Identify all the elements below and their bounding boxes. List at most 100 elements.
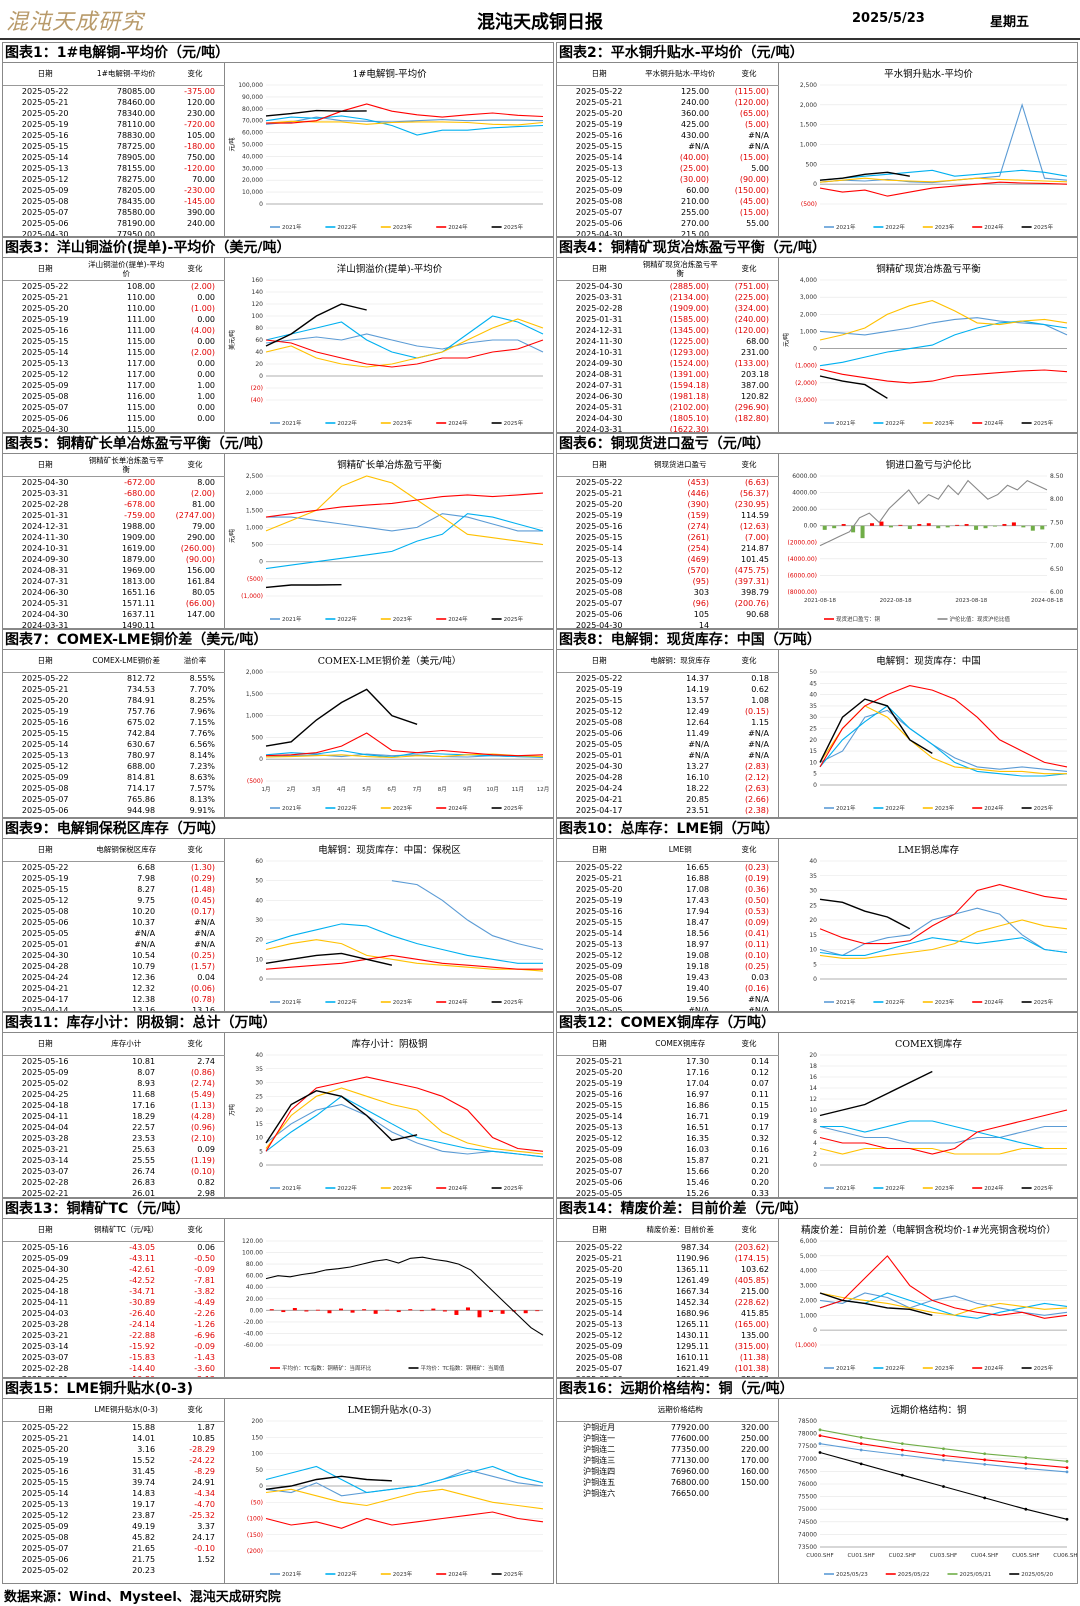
table-row: 2025-05-12 78275.00 70.00 bbox=[3, 174, 225, 185]
table-cell: (397.31) bbox=[734, 576, 769, 586]
table-row: 2025-04-25 -42.52 -7.81 bbox=[3, 1275, 225, 1286]
y-tick-label: 75500 bbox=[798, 1494, 817, 1501]
table-cell: 25.63 bbox=[132, 1144, 156, 1154]
table-cell: 987.34 bbox=[681, 1242, 710, 1252]
table-cell: 2025-05-22 bbox=[21, 862, 69, 872]
table-row: 2025-05-14 (254) 214.87 bbox=[557, 543, 779, 554]
table-cell: 16.35 bbox=[686, 1133, 710, 1143]
table-cell: 17.16 bbox=[132, 1100, 156, 1110]
table-cell: 2025-04-21 bbox=[575, 794, 623, 804]
table-cell: 2025-04-30 bbox=[21, 477, 69, 487]
panel-title: 图表8：电解铜：现货库存：中国（万吨） bbox=[557, 630, 1077, 650]
bar-mark bbox=[419, 1310, 424, 1312]
table-cell: 7.76% bbox=[189, 728, 215, 738]
table-cell: 114.59 bbox=[741, 510, 769, 520]
panel-title: 图表1：1#电解铜-平均价（元/吨） bbox=[3, 43, 553, 63]
y-tick-label: 16 bbox=[809, 1074, 817, 1081]
table-cell: 2025-05-15 bbox=[575, 917, 623, 927]
series-line-5 bbox=[819, 171, 910, 181]
series-line-4 bbox=[819, 1109, 1068, 1155]
y-tick-label: (3,000) bbox=[795, 397, 817, 404]
table-cell: 18.56 bbox=[686, 928, 710, 938]
table-cell: 2.74 bbox=[197, 1056, 215, 1066]
bar-mark bbox=[841, 524, 846, 526]
table-cell: (230.95) bbox=[734, 499, 769, 509]
legend-entry: 2025/05/22 bbox=[898, 1572, 930, 1578]
table-cell: (2.74) bbox=[190, 1078, 215, 1088]
table-cell: 15.26 bbox=[686, 1188, 710, 1198]
table-row: 2025-05-22 16.65 (0.23) bbox=[557, 861, 779, 873]
table-cell: -0.09 bbox=[194, 1341, 215, 1351]
y-tick-label: 0 bbox=[259, 559, 263, 566]
table-cell: 110.00 bbox=[127, 292, 156, 302]
table-cell: (90.00) bbox=[739, 174, 769, 184]
table-row: 2025-05-19 (159) 114.59 bbox=[557, 510, 779, 521]
bar-mark bbox=[1002, 524, 1007, 526]
legend-entry: 2024年 bbox=[448, 1184, 468, 1192]
legend-entry: 2021年 bbox=[836, 1364, 856, 1372]
table-cell: 2025-05-20 bbox=[575, 1264, 623, 1274]
table-cell: 1619.00 bbox=[121, 543, 156, 553]
table-row: 2025-05-09 60.00 (150.00) bbox=[557, 185, 779, 196]
table-row: 2025-05-06 19.56 #N/A bbox=[557, 994, 779, 1005]
bar-mark bbox=[385, 1309, 390, 1311]
y-tick-label: 12 bbox=[809, 1096, 817, 1103]
table-cell: 2025-05-08 bbox=[575, 1352, 623, 1362]
bar-mark bbox=[535, 1310, 540, 1312]
table-cell: 17.43 bbox=[686, 895, 710, 905]
legend-entry: 2022年 bbox=[885, 804, 905, 812]
y-tick-label: 1,500 bbox=[246, 507, 263, 514]
series-line-3 bbox=[819, 919, 1068, 959]
table-cell: 2025-05-09 bbox=[575, 576, 623, 586]
table-header: 日期 bbox=[3, 1219, 88, 1242]
table-header: 变化 bbox=[719, 454, 779, 477]
table-cell: 0.06 bbox=[197, 1242, 215, 1252]
table-cell: 2025-05-15 bbox=[575, 532, 623, 542]
table-cell: (120.00) bbox=[734, 97, 769, 107]
table-cell: 19.17 bbox=[132, 1499, 156, 1509]
table-cell: -3.60 bbox=[194, 1363, 215, 1373]
table-cell: 1.15 bbox=[751, 717, 769, 727]
table-header: 洋山铜溢价(提单)-平均价 bbox=[87, 258, 166, 281]
table-cell: 115.00 bbox=[127, 413, 156, 423]
table-row: 2025-05-12 9.75 (0.45) bbox=[3, 895, 225, 906]
table-cell: -8.29 bbox=[194, 1466, 215, 1476]
table-cell: 1969.00 bbox=[121, 565, 156, 575]
table-cell: 2025-05-20 bbox=[21, 695, 69, 705]
table-cell: 2025-05-14 bbox=[21, 739, 69, 749]
legend-entry: 2023年 bbox=[393, 615, 413, 623]
y-tick-label: 45 bbox=[809, 680, 817, 687]
table-cell: (0.09) bbox=[744, 917, 769, 927]
data-point bbox=[859, 1448, 863, 1452]
table-cell: 2025-05-15 bbox=[575, 141, 623, 151]
series-line-1 bbox=[819, 709, 1068, 772]
y-tick-label: 35 bbox=[809, 703, 817, 710]
table-cell: 14.83 bbox=[132, 1488, 156, 1498]
table-cell: 2025-04-30 bbox=[575, 761, 623, 771]
y-tick-label: 40 bbox=[255, 897, 263, 904]
series-line-2 bbox=[265, 513, 544, 570]
table-cell: 2025-05-05 bbox=[21, 928, 69, 938]
series-line-5 bbox=[265, 952, 393, 966]
table-cell: 16.03 bbox=[686, 1144, 710, 1154]
table-cell: 2025-03-14 bbox=[21, 1155, 69, 1165]
table-cell bbox=[165, 424, 225, 433]
table-cell: (570) bbox=[687, 565, 710, 575]
y-tick-label: 0 bbox=[813, 1327, 817, 1334]
y-tick-label: 2,500 bbox=[800, 82, 817, 89]
table-cell: 2025-05-20 bbox=[575, 884, 623, 894]
y-axis-label: 万吨 bbox=[228, 1104, 236, 1116]
table-cell: 2025-04-11 bbox=[21, 1111, 69, 1121]
table-row: 2025-04-11 18.29 (4.28) bbox=[3, 1111, 225, 1122]
chart-title: LME铜升贴水(0-3) bbox=[348, 1404, 432, 1416]
table-cell: 2025-04-21 bbox=[21, 983, 69, 993]
legend-entry: 2025年 bbox=[504, 419, 524, 427]
table-cell: 2025-05-14 bbox=[575, 1111, 623, 1121]
table-cell: 1680.96 bbox=[675, 1308, 710, 1318]
table-cell: 2025-05-06 bbox=[21, 805, 69, 815]
table-cell: 2025-05-06 bbox=[575, 218, 623, 228]
table-cell: (11.38) bbox=[739, 1352, 769, 1362]
table-cell: (1622.30) bbox=[669, 424, 710, 433]
table-cell: 16.97 bbox=[686, 1089, 710, 1099]
series-line-4 bbox=[819, 368, 1068, 384]
